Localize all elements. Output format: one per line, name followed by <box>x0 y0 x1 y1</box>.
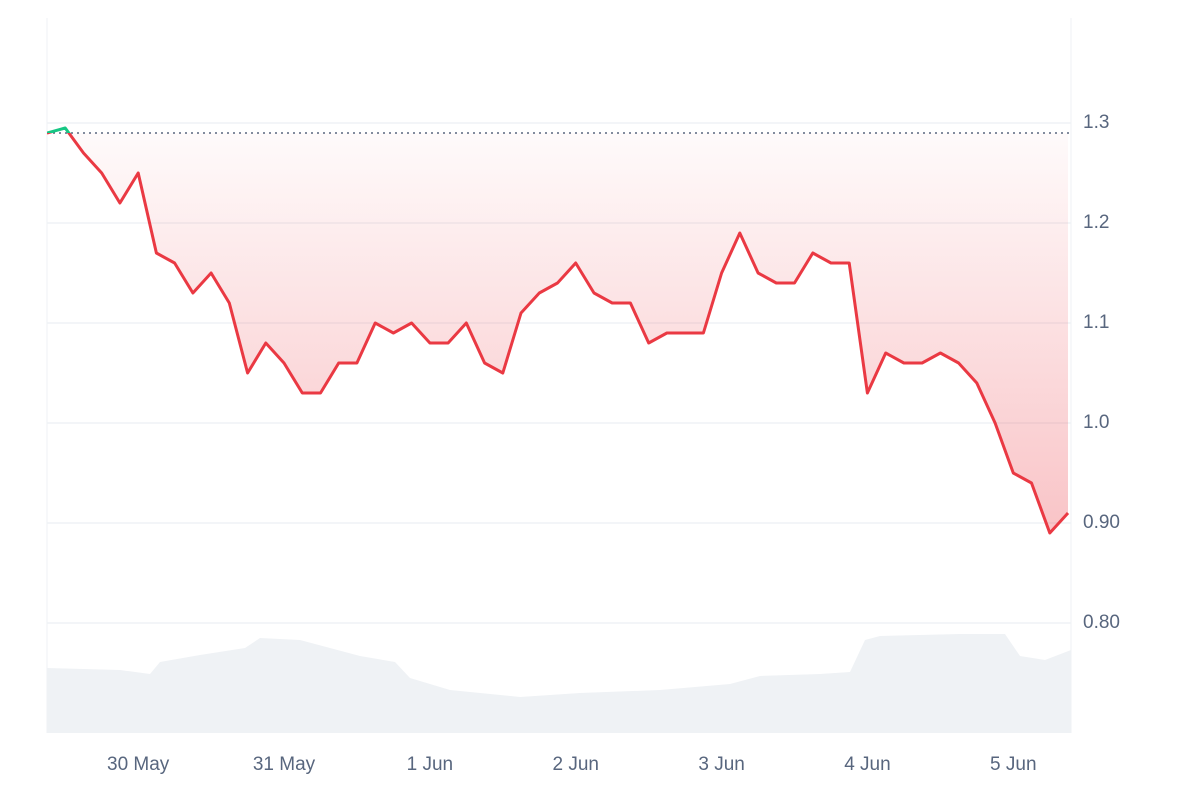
x-tick-label: 1 Jun <box>407 754 453 775</box>
marks <box>47 126 1071 535</box>
y-tick-label: 1.2 <box>1083 212 1109 233</box>
y-tick-label: 1.1 <box>1083 312 1109 333</box>
x-tick-label: 3 Jun <box>698 754 744 775</box>
price-line <box>47 133 1070 535</box>
x-tick-label: 4 Jun <box>844 754 890 775</box>
y-tick-label: 0.90 <box>1083 512 1120 533</box>
y-tick-label: 0.80 <box>1083 612 1120 633</box>
x-tick-label: 2 Jun <box>552 754 598 775</box>
x-tick-label: 31 May <box>253 754 316 775</box>
grid <box>47 122 1071 624</box>
x-tick-label: 30 May <box>107 754 170 775</box>
plot-area <box>47 18 1071 733</box>
y-tick-label: 1.3 <box>1083 112 1109 133</box>
area <box>47 133 1068 533</box>
x-tick-label: 5 Jun <box>990 754 1036 775</box>
volume-area <box>47 634 1071 733</box>
y-tick-label: 1.0 <box>1083 412 1109 433</box>
